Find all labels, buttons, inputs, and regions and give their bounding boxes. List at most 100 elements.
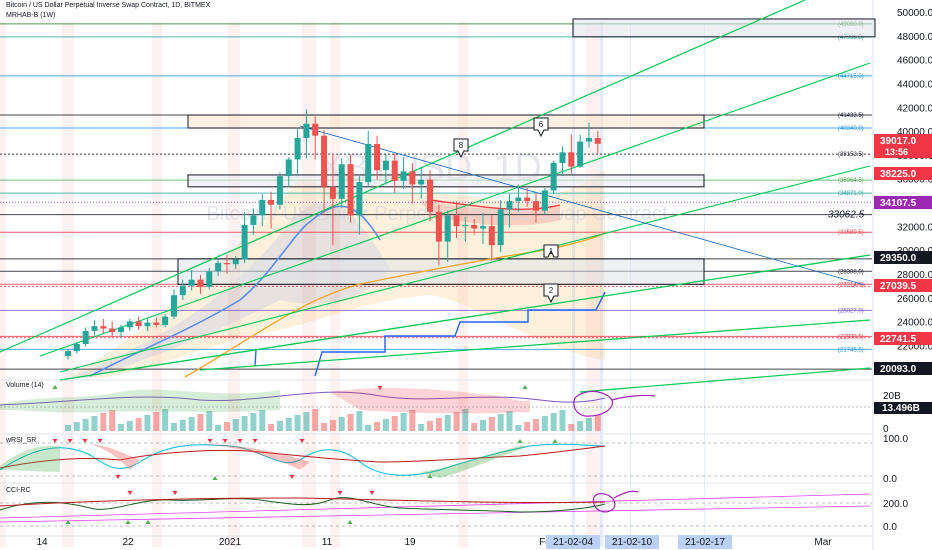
volume-bar: [418, 424, 425, 431]
rsi-line-red: [0, 445, 606, 469]
volume-cloud-red: [330, 387, 530, 414]
volume-bar: [568, 424, 575, 431]
trend-line: [59, 254, 871, 381]
candle-body: [268, 199, 275, 205]
candle-body: [550, 163, 557, 191]
countdown-label: 13:56: [885, 147, 908, 157]
date-badge: [678, 535, 732, 549]
level-label: (40340.0): [838, 126, 864, 132]
candle-body: [250, 215, 257, 225]
volume-bar: [197, 414, 204, 431]
candle-body: [82, 330, 89, 345]
volume-bar: [117, 424, 124, 431]
level-label: (25027.0): [838, 308, 864, 314]
candle-body: [144, 322, 151, 327]
volume-bar: [109, 410, 116, 431]
annotation-callout: [543, 283, 559, 304]
indicator-label: MRHAB-B (1W): [6, 12, 56, 19]
rsi-cloud: [90, 444, 310, 470]
volume-ma: [0, 391, 606, 406]
volume-bar: [400, 413, 407, 431]
signal-marker: [172, 491, 178, 495]
volume-bar: [329, 420, 336, 431]
price-label-text: 34107.5: [880, 198, 917, 209]
cci-line-green: [0, 497, 606, 513]
volume-bar: [206, 411, 213, 431]
annotation-label: 1: [549, 247, 554, 256]
signal-marker: [369, 491, 375, 495]
candle-body: [462, 224, 469, 227]
candle-body: [471, 224, 478, 229]
signal-marker: [97, 439, 103, 443]
signal-marker: [125, 520, 131, 524]
candle-body: [594, 138, 601, 144]
volume-bar: [506, 411, 513, 431]
trend-line: [199, 319, 871, 371]
candle-body: [365, 143, 372, 183]
volume-bar: [471, 423, 478, 431]
price-tick: 32000.0: [897, 222, 932, 233]
volume-bar: [338, 417, 345, 431]
price-label-text: 38225.0: [880, 169, 917, 180]
date-badge-text: 21-02-17: [685, 537, 725, 548]
candle-body: [488, 226, 495, 246]
volume-bar: [250, 413, 257, 431]
volume-bar: [170, 423, 177, 431]
volume-bar: [153, 412, 160, 431]
price-label-box: [874, 167, 932, 180]
price-label-box: [874, 362, 932, 375]
candle-body: [418, 179, 425, 185]
candle-body: [585, 138, 592, 142]
price-tick: 26000.0: [897, 294, 932, 305]
candle-body: [532, 201, 539, 211]
ema-line-orange: [184, 231, 609, 378]
ema-band-blue: [70, 202, 390, 378]
volume-bar: [594, 415, 601, 431]
volume-bar: [100, 413, 107, 431]
rsi-tick: 0.0: [883, 474, 897, 485]
level-label: (27214.5): [838, 282, 864, 288]
candle-body: [391, 160, 398, 181]
candle-body: [568, 152, 575, 167]
price-tick: 28000.0: [897, 270, 932, 281]
volume-bar: [312, 409, 319, 431]
price-tick: 48000.0: [897, 32, 932, 43]
signal-marker: [427, 474, 433, 478]
candle-body: [427, 179, 434, 212]
volume-bar: [82, 419, 89, 431]
level-label: (38152.5): [838, 152, 864, 158]
level-label: (47996.5): [838, 35, 864, 41]
volume-bar: [532, 419, 539, 431]
candle-body: [153, 322, 160, 325]
candle-body: [170, 295, 177, 317]
level-label: (44715.0): [838, 74, 864, 80]
candle-body: [497, 209, 504, 246]
volume-bar: [232, 419, 239, 431]
volume-bar: [347, 414, 354, 431]
candle-body: [285, 159, 292, 177]
candle-body: [356, 182, 363, 216]
trend-line: [579, 367, 871, 393]
candle-body: [515, 197, 522, 202]
candle-body: [577, 141, 584, 167]
candle-body: [91, 326, 98, 331]
signal-marker: [207, 439, 213, 443]
price-label-text: 20093.0: [880, 364, 917, 375]
annotation-callout: [453, 138, 469, 159]
cci-trend: [0, 505, 871, 523]
volume-bar: [259, 410, 266, 431]
price-tick: 42000.0: [897, 103, 932, 114]
volume-bar: [73, 422, 80, 431]
signal-marker: [82, 439, 88, 443]
signal-marker: [65, 520, 71, 524]
candle-body: [303, 123, 310, 139]
price-tick: 46000.0: [897, 56, 932, 67]
candle-body: [179, 285, 186, 296]
volume-bar: [462, 409, 469, 431]
time-tick: Mar: [814, 537, 832, 548]
volume-pane-title: Volume (14): [6, 382, 44, 389]
rsi-cloud: [420, 446, 530, 478]
candle-body: [215, 263, 222, 272]
volume-label-box: [874, 402, 932, 414]
